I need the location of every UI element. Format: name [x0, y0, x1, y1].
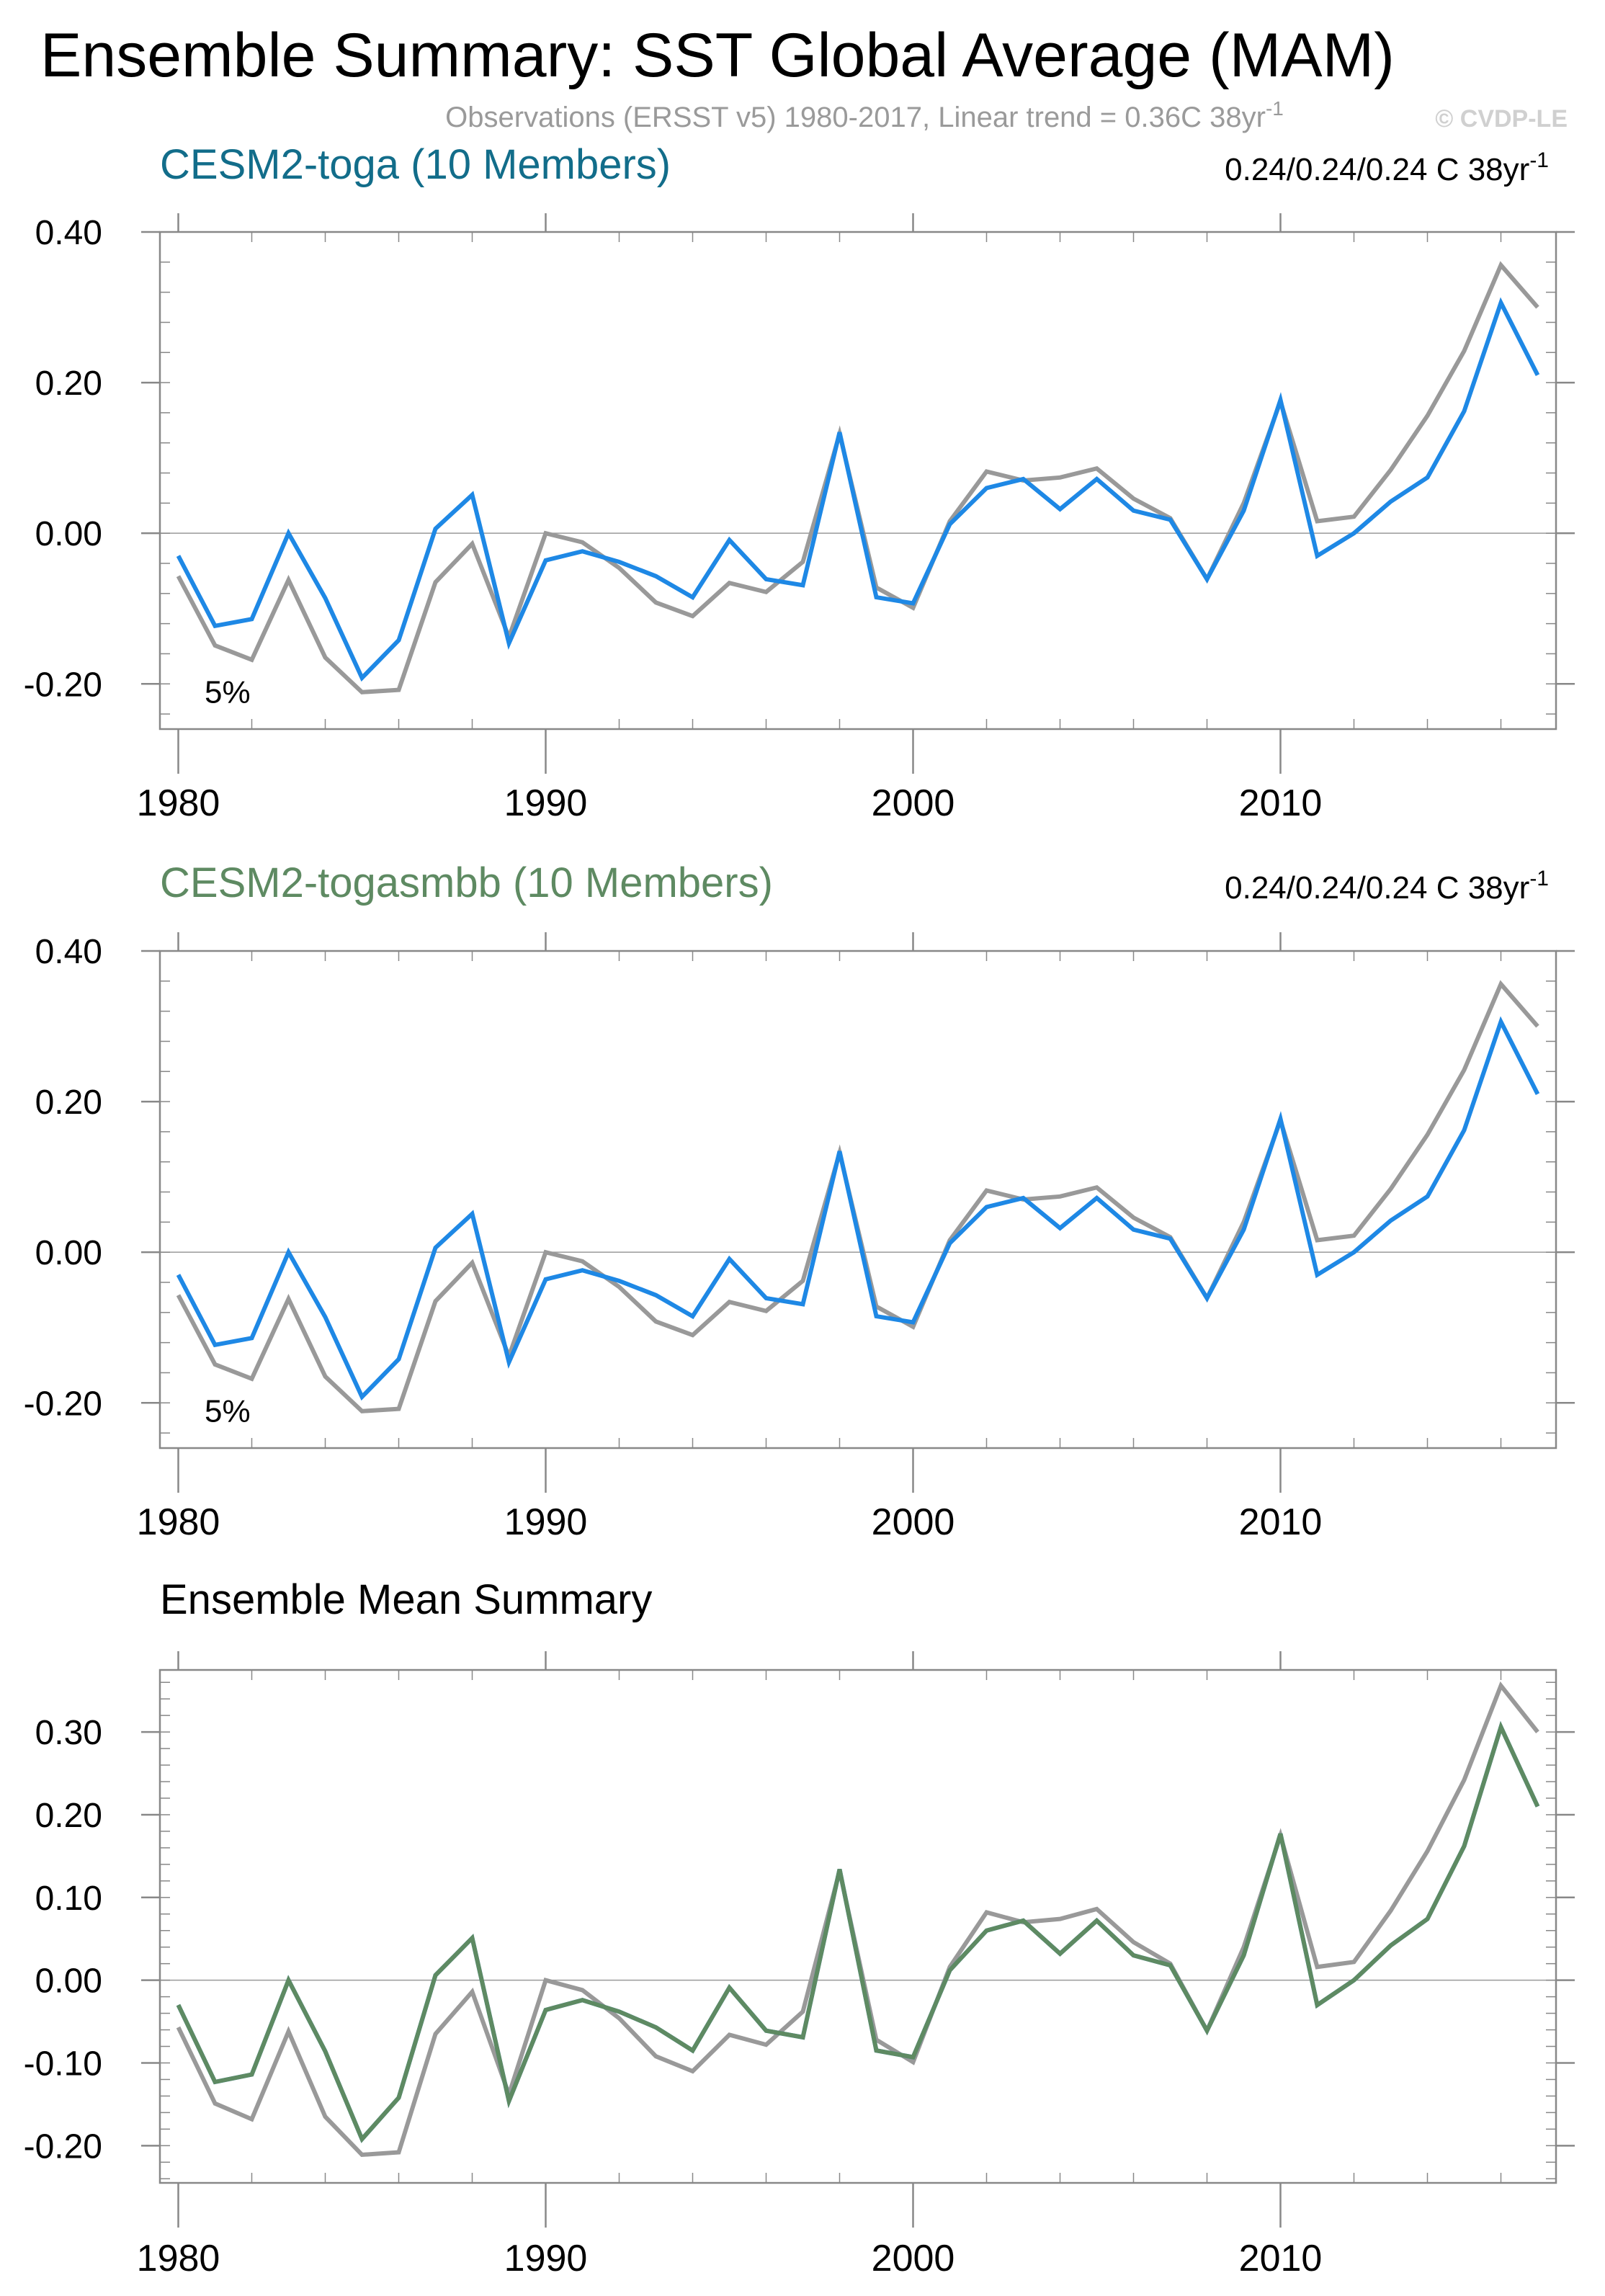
trend-text: 0.24/0.24/0.24 C 38yr [1225, 152, 1529, 187]
trend-text: 0.24/0.24/0.24 C 38yr [1225, 870, 1529, 906]
series-line-observations [176, 261, 1539, 694]
trend-label: 0.24/0.24/0.24 C 38yr-1 [1225, 867, 1549, 906]
series-line-observations [176, 980, 1539, 1413]
x-tick-label: 2000 [872, 782, 955, 824]
y-tick-label: -0.20 [24, 2127, 102, 2166]
y-tick-label: 0.20 [35, 1084, 102, 1122]
plot-frame [158, 1669, 1557, 2184]
x-tick-label: 1980 [137, 1501, 220, 1543]
series-line-toga [176, 1720, 1540, 2143]
y-tick-label: 0.10 [35, 1880, 102, 1918]
y-tick-label: 0.20 [35, 1797, 102, 1835]
trend-superscript: -1 [1529, 148, 1549, 172]
chart-panel-2: CESM2-togasmbb (10 Members) 0.24/0.24/0.2… [24, 859, 1575, 1543]
x-tick-label: 1990 [504, 1501, 588, 1543]
y-tick-label: 0.40 [35, 214, 102, 252]
x-tick-label: 2010 [1239, 1501, 1323, 1543]
significance-label: 5% [205, 1393, 251, 1429]
subtitle-text: Observations (ERSST v5) 1980-2017, Linea… [445, 102, 1266, 133]
subtitle-superscript: -1 [1266, 97, 1284, 120]
x-tick-label: 1990 [504, 782, 588, 824]
copyright-label: © CVDP-LE [1435, 105, 1568, 133]
x-tick-label: 2000 [872, 1501, 955, 1543]
plot-frame [158, 231, 1557, 731]
panel-title: CESM2-togasmbb (10 Members) [160, 859, 773, 906]
chart-panel-1: CESM2-toga (10 Members) 0.24/0.24/0.24 C … [24, 141, 1575, 824]
plot-frame [158, 950, 1557, 1449]
significance-label: 5% [205, 674, 251, 710]
y-tick-label: -0.20 [24, 1385, 102, 1423]
series-line-toga [176, 297, 1540, 682]
figure-subtitle: Observations (ERSST v5) 1980-2017, Linea… [445, 97, 1284, 133]
figure-title: Ensemble Summary: SST Global Average (MA… [40, 21, 1395, 90]
trend-label: 0.24/0.24/0.24 C 38yr-1 [1225, 148, 1549, 187]
series-line-toga [176, 1016, 1540, 1401]
y-tick-label: -0.20 [24, 666, 102, 704]
y-tick-label: 0.00 [35, 1962, 102, 2001]
x-tick-label: 1990 [504, 2238, 588, 2279]
y-tick-label: 0.20 [35, 365, 102, 403]
y-tick-label: 0.00 [35, 515, 102, 553]
y-tick-label: 0.40 [35, 933, 102, 971]
y-tick-label: -0.10 [24, 2045, 102, 2083]
panel-title: Ensemble Mean Summary [160, 1576, 652, 1623]
series-line-togasmbb [176, 1720, 1540, 2143]
x-tick-label: 2010 [1239, 2238, 1323, 2279]
x-tick-label: 2010 [1239, 782, 1323, 824]
trend-superscript: -1 [1529, 867, 1549, 890]
x-tick-label: 1980 [137, 782, 220, 824]
chart-panels: CESM2-toga (10 Members) 0.24/0.24/0.24 C … [24, 141, 1575, 2279]
series-line-observations [176, 1681, 1539, 2158]
y-tick-label: 0.00 [35, 1234, 102, 1272]
chart-panel-3: Ensemble Mean Summary -0.20 -0.10 0.00 0.10 0… [24, 1576, 1575, 2279]
x-tick-label: 2000 [872, 2238, 955, 2279]
panel-title: CESM2-toga (10 Members) [160, 141, 671, 188]
y-tick-label: 0.30 [35, 1714, 102, 1752]
x-tick-label: 1980 [137, 2238, 220, 2279]
